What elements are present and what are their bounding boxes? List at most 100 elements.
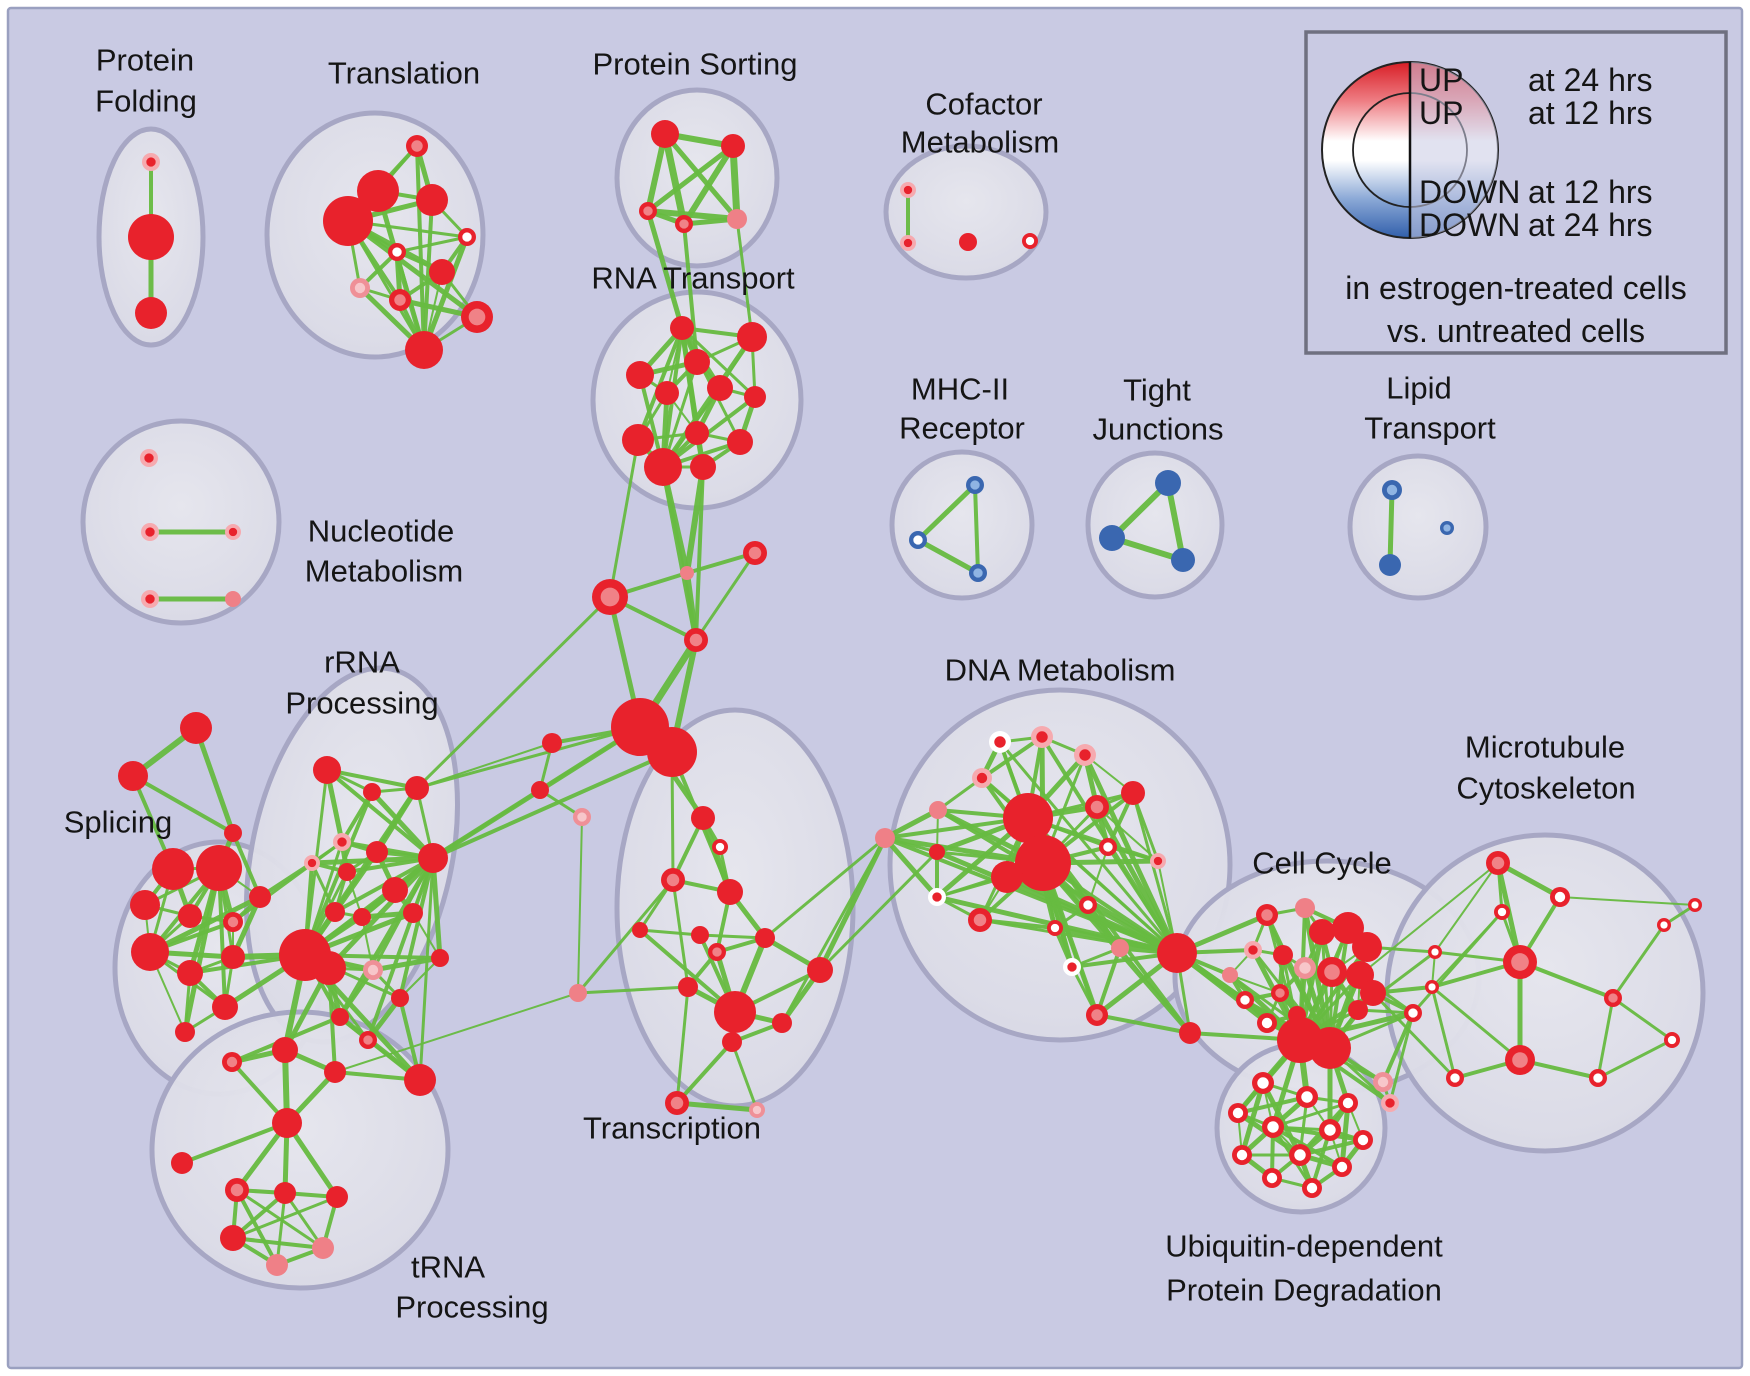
node-ub-8-core xyxy=(1294,1149,1306,1161)
node-tx-9 xyxy=(772,1013,792,1033)
node-tx-5-core xyxy=(712,947,722,957)
edge-dm xyxy=(998,740,1179,955)
edge-rt xyxy=(661,395,757,469)
node-tx-1-core xyxy=(715,842,725,852)
node-ub-0-core xyxy=(1257,1077,1269,1089)
edge-tn xyxy=(180,1121,289,1165)
cluster-lt-region xyxy=(1347,453,1489,601)
node-nm-1-core xyxy=(145,527,155,537)
node-tn-8 xyxy=(220,1225,246,1251)
node-mt-7-core xyxy=(1512,1052,1528,1068)
node-cc-3 xyxy=(1332,912,1364,944)
edge-bridge-tn-tx xyxy=(334,992,579,1073)
node-rr-19 xyxy=(431,949,449,967)
node-pf-1 xyxy=(128,214,174,260)
node-cc-11-core xyxy=(1240,995,1250,1005)
node-dm-1-core xyxy=(1036,731,1048,743)
cluster-label-mt-1: Cytoskeleton xyxy=(1456,771,1635,806)
edge-tj xyxy=(1165,480,1186,563)
edge-tx xyxy=(576,878,675,995)
edge-mt xyxy=(1559,896,1696,906)
node-ps-0 xyxy=(651,120,679,148)
node-rr-8 xyxy=(382,877,408,903)
cluster-label-rr-1: Processing xyxy=(285,686,438,721)
node-cn-11-core xyxy=(577,812,587,822)
edge-tn xyxy=(283,1191,325,1250)
node-rr-0 xyxy=(313,756,341,784)
legend-up12-time: at 12 hrs xyxy=(1528,95,1653,131)
node-rr-18-core xyxy=(363,1035,373,1045)
edge-rr xyxy=(325,768,419,790)
node-rt-1 xyxy=(737,322,767,352)
node-nm-0-core xyxy=(144,453,154,463)
node-dm-17-core xyxy=(1050,923,1060,933)
edge-bridge-rt-cn xyxy=(608,438,640,599)
node-dm-10 xyxy=(1015,835,1071,891)
edge-cc xyxy=(1388,1011,1415,1105)
edge-tn xyxy=(231,1195,339,1240)
node-rr-2 xyxy=(405,776,429,800)
node-rr-6 xyxy=(338,863,356,881)
node-tj-1 xyxy=(1099,525,1125,551)
node-ub-11-core xyxy=(1306,1182,1318,1194)
cluster-label-tn-0: tRNA xyxy=(411,1250,485,1285)
edge-tx xyxy=(675,1040,734,1105)
edge-ps xyxy=(729,142,741,223)
node-sp-5 xyxy=(249,886,271,908)
node-tx-13 xyxy=(569,984,587,1002)
node-tr-2 xyxy=(323,196,373,246)
node-sp-4-core xyxy=(227,916,239,928)
node-sp-10 xyxy=(175,1022,195,1042)
cluster-label-ub-0: Ubiquitin-dependent xyxy=(1165,1229,1443,1264)
node-dm-7 xyxy=(875,828,895,848)
node-cc-4 xyxy=(1352,932,1382,962)
node-sp-9 xyxy=(212,994,238,1020)
node-dm-16-core xyxy=(1083,900,1093,910)
node-tn-5-core xyxy=(230,1183,244,1197)
cluster-label-tr: Translation xyxy=(328,56,480,91)
edge-dm xyxy=(1095,1013,1192,1035)
node-tn-2 xyxy=(324,1061,346,1083)
edge-rr xyxy=(337,1014,423,1083)
node-tn-3 xyxy=(272,1108,302,1138)
edge-bridge-cn-rr xyxy=(415,595,612,790)
legend-down24-time: at 24 hrs xyxy=(1528,207,1653,243)
node-tn-4 xyxy=(171,1152,193,1174)
edge-tr xyxy=(395,235,469,254)
cluster-nm-region xyxy=(80,418,282,626)
node-cn-8 xyxy=(647,727,697,777)
node-mt-11-core xyxy=(1691,901,1699,909)
node-ub-3-core xyxy=(1232,1107,1244,1119)
node-rr-3-core xyxy=(337,837,347,847)
edge-tx xyxy=(698,933,767,940)
node-dm-12-core xyxy=(1103,842,1113,852)
cluster-label-cc: Cell Cycle xyxy=(1252,846,1392,881)
node-rt-7 xyxy=(622,424,654,456)
node-tx-7 xyxy=(807,957,833,983)
node-cc-8-core xyxy=(1324,964,1340,980)
edge-bridge-cc-mt xyxy=(1359,862,1499,976)
node-mt-1-core xyxy=(1554,891,1566,903)
node-cc-13-core xyxy=(1275,988,1285,998)
edge-bridge-tx-dm xyxy=(780,836,887,1025)
edge-mt xyxy=(1434,862,1499,953)
node-dm-9 xyxy=(1003,793,1053,843)
cluster-tn-region xyxy=(149,1009,451,1291)
node-ps-3-core xyxy=(679,219,689,229)
node-cf-2 xyxy=(959,233,977,251)
node-tr-6 xyxy=(429,259,455,285)
node-tn-9 xyxy=(312,1237,334,1259)
node-cn-6-core xyxy=(689,633,703,647)
legend: UP at 24 hrs UP at 12 hrs DOWN at 12 hrs… xyxy=(1304,30,1728,355)
node-mt-2-core xyxy=(1497,907,1507,917)
cluster-label-rr-0: rRNA xyxy=(324,645,400,680)
edge-cn xyxy=(193,725,236,836)
edge-mt xyxy=(1611,923,1666,1000)
cluster-labels-layer: Protein Folding Translation Protein Sorting… xyxy=(64,43,1636,1325)
edge-ps xyxy=(662,131,740,222)
node-dm-11 xyxy=(991,861,1023,893)
node-ub-5-core xyxy=(1324,1124,1336,1136)
node-lt-0-core xyxy=(1386,484,1398,496)
node-dm-13-core xyxy=(1153,856,1163,866)
legend-down12-time: at 12 hrs xyxy=(1528,174,1653,210)
